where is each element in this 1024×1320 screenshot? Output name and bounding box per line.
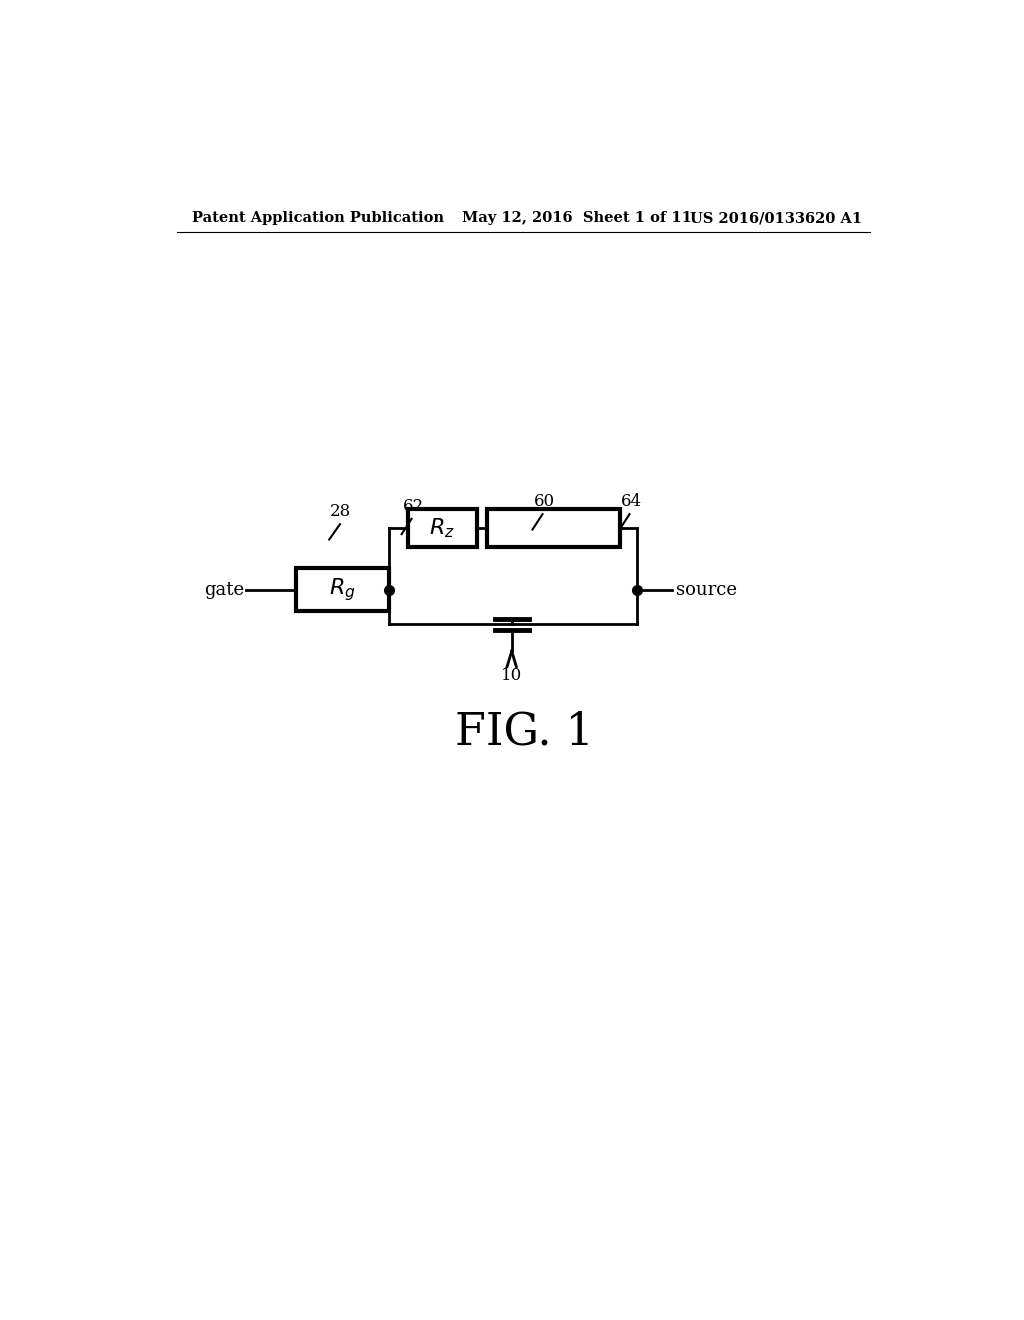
Text: 64: 64	[622, 494, 642, 511]
Text: 60: 60	[535, 494, 555, 511]
Text: US 2016/0133620 A1: US 2016/0133620 A1	[690, 211, 862, 226]
Text: source: source	[676, 581, 736, 598]
Text: 28: 28	[330, 503, 350, 520]
Text: $R_z$: $R_z$	[429, 516, 456, 540]
Text: Patent Application Publication: Patent Application Publication	[193, 211, 444, 226]
Bar	[408, 508, 477, 548]
Bar	[487, 508, 620, 548]
Text: 62: 62	[403, 498, 425, 515]
Text: gate: gate	[205, 581, 245, 598]
Text: May 12, 2016  Sheet 1 of 11: May 12, 2016 Sheet 1 of 11	[462, 211, 691, 226]
Text: 10: 10	[501, 667, 522, 684]
Text: FIG. 1: FIG. 1	[456, 710, 594, 754]
Text: $R_g$: $R_g$	[329, 577, 355, 603]
Bar	[296, 569, 388, 611]
